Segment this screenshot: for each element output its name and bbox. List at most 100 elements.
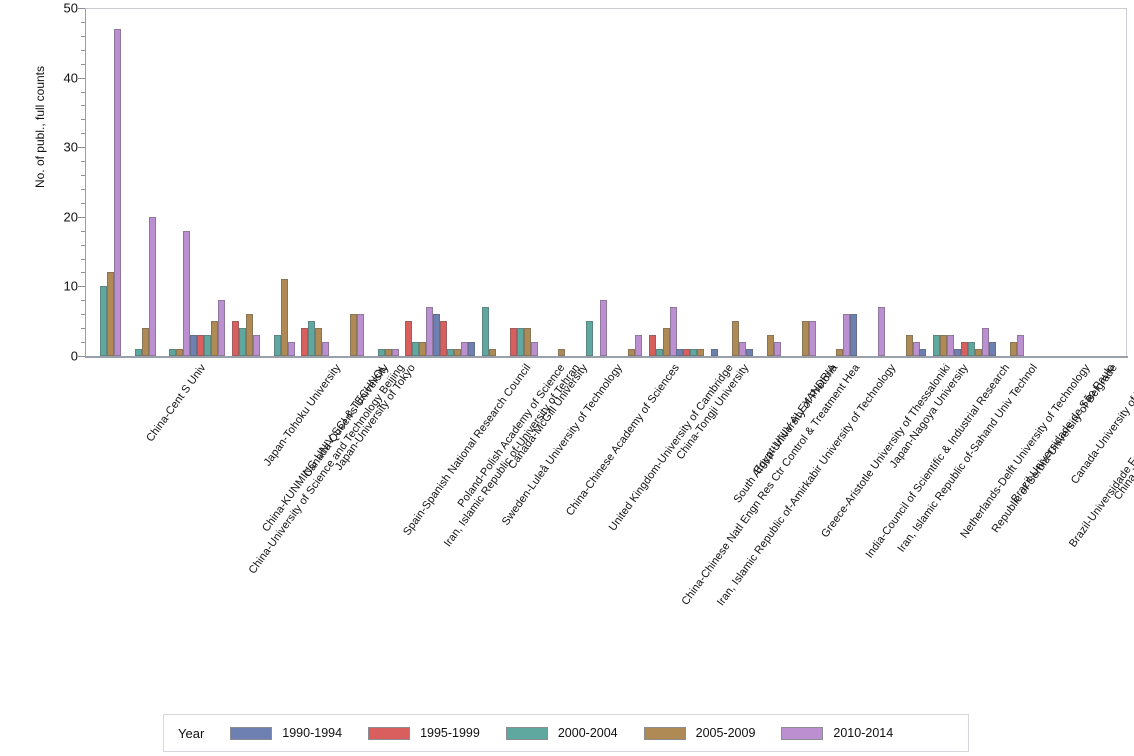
bar-group	[1023, 8, 1059, 356]
y-axis-tick-label: 30	[63, 139, 78, 155]
y-axis-tick-minor	[81, 328, 85, 330]
bar	[176, 349, 184, 356]
bar-group	[363, 8, 399, 356]
bar	[940, 335, 948, 356]
bar-group	[711, 8, 747, 356]
y-axis-title: No. of publ., full counts	[33, 65, 47, 189]
x-axis-tick-label: United Kingdom-University of Cambridge	[606, 362, 736, 534]
bar	[1016, 335, 1024, 356]
bar	[447, 349, 455, 356]
x-axis-tick-label: China-Chinese Academy of Sciences	[564, 362, 683, 519]
legend-label: 1995-1999	[420, 726, 480, 740]
bar	[301, 328, 309, 356]
bar	[975, 349, 983, 356]
bar	[523, 328, 531, 356]
bar	[419, 342, 427, 356]
bar	[245, 314, 253, 356]
legend-item[interactable]: 1990-1994	[230, 726, 342, 740]
bar-group	[676, 8, 712, 356]
x-axis-tick-label: China-Cent S Univ	[144, 362, 209, 445]
y-axis-tick-minor	[81, 230, 85, 232]
bar	[204, 335, 212, 356]
bar	[919, 349, 927, 356]
bar	[558, 349, 566, 356]
bar	[231, 321, 239, 356]
legend-item[interactable]: 2010-2014	[781, 726, 893, 740]
bar	[197, 335, 205, 356]
y-axis-tick-minor	[81, 272, 85, 274]
legend-item[interactable]: 1995-1999	[368, 726, 480, 740]
bar	[273, 335, 281, 356]
bar	[106, 272, 114, 356]
y-axis-tick-minor	[81, 342, 85, 344]
bar	[183, 230, 191, 356]
bar-group	[85, 8, 121, 356]
y-axis-tick-major	[78, 77, 85, 79]
bar-group	[120, 8, 156, 356]
bar-group	[155, 8, 191, 356]
bar	[905, 335, 913, 356]
x-axis-tick-label: China-University of Science and Technolo…	[246, 362, 407, 577]
bar	[308, 321, 316, 356]
bar	[669, 307, 677, 356]
y-axis-tick-minor	[81, 49, 85, 51]
legend-label: 1990-1994	[282, 726, 343, 740]
bar	[843, 314, 851, 356]
bar	[850, 314, 857, 356]
x-axis-labels: China-Cent S Univ China-University of Sci…	[0, 360, 1134, 700]
y-axis-tick-major	[78, 147, 85, 149]
bar	[134, 349, 142, 356]
y-axis-tick-major	[78, 8, 85, 9]
y-axis-tick-minor	[81, 314, 85, 316]
bar-group	[641, 8, 677, 356]
bar	[426, 307, 434, 356]
bar	[808, 321, 816, 356]
bar	[836, 349, 844, 356]
y-axis-tick-minor	[81, 202, 85, 204]
bar	[99, 286, 107, 356]
bar	[377, 349, 385, 356]
bar	[1009, 342, 1017, 356]
bar-group	[919, 8, 955, 356]
bar	[690, 349, 698, 356]
y-axis-tick-major	[78, 216, 85, 218]
bar-group	[190, 8, 226, 356]
bar	[357, 314, 364, 356]
bar	[280, 279, 288, 356]
bar-group	[224, 8, 260, 356]
bar-group	[467, 8, 503, 356]
bar	[218, 300, 226, 356]
y-axis-tick-minor	[81, 35, 85, 37]
bar	[634, 335, 642, 356]
bar	[676, 349, 684, 356]
bar-group	[815, 8, 851, 356]
y-axis-tick-label: 40	[63, 70, 78, 86]
legend-label: 2010-2014	[833, 726, 894, 740]
bar	[711, 349, 719, 356]
bar-group	[850, 8, 886, 356]
y-axis-tick-label: 50	[63, 0, 78, 16]
bar-group	[433, 8, 469, 356]
bar	[968, 342, 976, 356]
legend-item[interactable]: 2000-2004	[505, 726, 618, 740]
bar	[648, 335, 656, 356]
bar	[322, 342, 330, 356]
bar	[190, 335, 198, 356]
y-axis-tick-label: 10	[63, 278, 78, 294]
bar-group	[572, 8, 608, 356]
bar	[169, 349, 177, 356]
legend-label: 2000-2004	[557, 726, 618, 740]
bar	[238, 328, 246, 356]
y-axis-tick-minor	[81, 105, 85, 107]
legend-item[interactable]: 2005-2009	[643, 726, 755, 740]
bar	[662, 328, 670, 356]
legend-swatch	[230, 726, 273, 740]
bar	[252, 335, 260, 356]
bar	[912, 342, 920, 356]
y-axis-tick-minor	[81, 91, 85, 93]
bar	[440, 321, 448, 356]
bar	[315, 328, 323, 356]
bar	[516, 328, 524, 356]
y-axis-tick-minor	[81, 21, 85, 23]
